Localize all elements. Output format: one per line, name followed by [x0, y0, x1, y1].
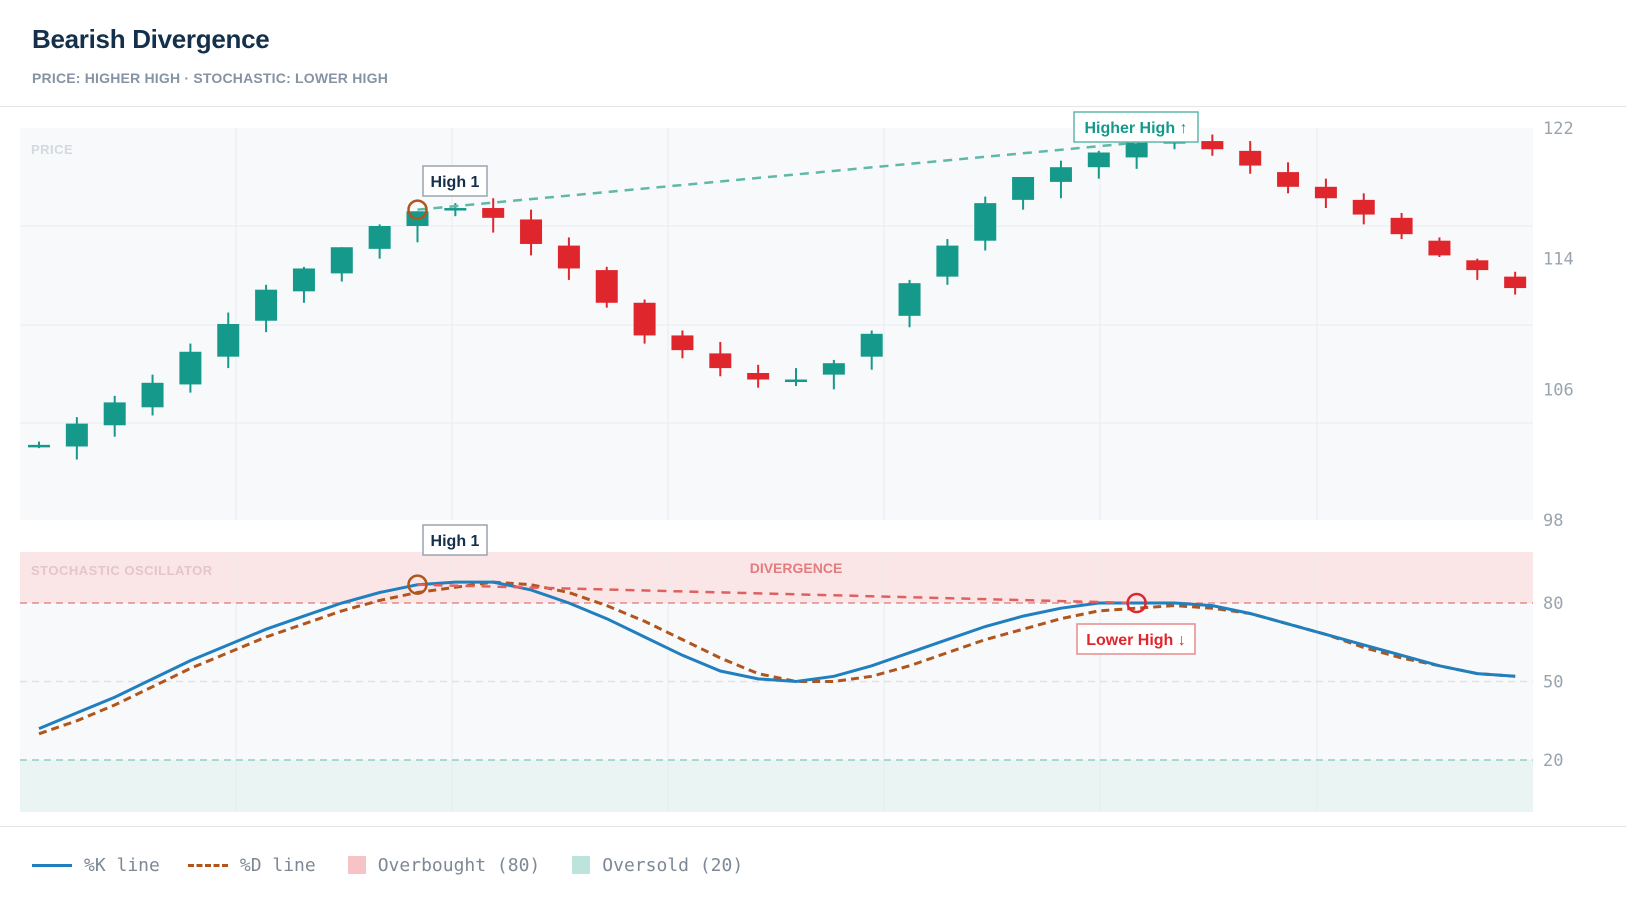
legend-d-swatch — [187, 863, 228, 867]
candle-body — [936, 245, 959, 277]
candle-body — [1314, 186, 1337, 199]
candle-body — [217, 324, 240, 357]
candle-body — [1087, 152, 1110, 168]
candle-body — [785, 379, 807, 383]
legend-oversold-swatch — [572, 856, 591, 874]
chart-canvas: PRICE 98 106 114 122 High 1 Higher High ↑ STOCH… — [20, 111, 1574, 812]
legend-k-label: %K line — [84, 854, 160, 876]
candle-body — [28, 444, 50, 448]
legend: %K line %D line Overbought (80) Oversold… — [32, 850, 771, 880]
candle-body — [671, 335, 694, 351]
candle-body — [482, 208, 505, 218]
price-tick-label: 106 — [1543, 380, 1574, 400]
legend-d-label: %D line — [239, 854, 316, 876]
price-high1-label-box — [422, 165, 488, 197]
candle-body — [65, 423, 88, 447]
price-tick-label: 98 — [1543, 511, 1563, 531]
stoch-lower-high-marker — [1126, 592, 1147, 614]
k-line — [38, 580, 1516, 730]
candle-body — [822, 363, 845, 375]
candle-body — [179, 351, 202, 385]
chart-title: Bearish Divergence — [32, 24, 270, 54]
stoch-panel-label: STOCHASTIC OSCILLATOR — [31, 563, 213, 578]
legend-divider — [0, 826, 1626, 827]
legend-overbought-label: Overbought (80) — [377, 854, 541, 876]
candle-body — [860, 333, 883, 357]
candle-body — [1466, 260, 1489, 271]
stoch-tick-label: 20 — [1543, 751, 1563, 771]
header-divider — [0, 106, 1626, 107]
candle-body — [1201, 141, 1224, 150]
legend-item-oversold: Oversold (20) — [568, 855, 743, 876]
candle-body — [1277, 172, 1300, 187]
stoch-tick-label: 80 — [1543, 594, 1563, 614]
legend-item-k: %K line — [32, 855, 160, 876]
legend-oversold-label: Oversold (20) — [602, 854, 744, 876]
stoch-trend-line — [417, 583, 1137, 605]
price-tick-label: 122 — [1543, 119, 1574, 139]
price-trend-line — [417, 141, 1137, 211]
candle-body — [1125, 142, 1148, 158]
stoch-high1-marker — [407, 574, 428, 595]
candle-body — [1352, 199, 1375, 215]
price-tick-label: 114 — [1543, 250, 1574, 270]
candle-body — [368, 226, 391, 249]
legend-item-overbought: Overbought (80) — [344, 854, 541, 876]
legend-k-swatch — [32, 863, 72, 867]
price-higher-high-label: Higher High ↑ — [1084, 120, 1187, 137]
stoch-high1-label-box — [422, 524, 488, 556]
candle-body — [898, 283, 921, 316]
candle-body — [747, 373, 770, 380]
candle-body — [633, 302, 656, 336]
stoch-lower-high-label-box — [1076, 623, 1196, 655]
price-higher-high-label-box — [1073, 111, 1199, 143]
legend-overbought-swatch — [347, 856, 366, 874]
candle-body — [1504, 276, 1527, 289]
price-panel-label: PRICE — [31, 142, 73, 157]
candle-body — [103, 402, 126, 426]
divergence-label: DIVERGENCE — [750, 560, 843, 576]
candle-body — [557, 245, 580, 269]
candle-body — [1049, 167, 1072, 182]
candle-body — [1239, 150, 1262, 166]
candle-body — [444, 208, 467, 211]
stoch-high1-label: High 1 — [431, 533, 480, 550]
candle-body — [292, 268, 315, 292]
candle-body — [1390, 217, 1413, 235]
candle-body — [595, 270, 618, 303]
chart-subtitle: PRICE: HIGHER HIGH · STOCHASTIC: LOWER H… — [32, 70, 389, 86]
oversold-zone — [20, 760, 1533, 812]
chart-header: Bearish Divergence PRICE: HIGHER HIGH · … — [0, 0, 1626, 107]
candle-body — [1428, 240, 1451, 256]
candle-body — [330, 247, 353, 274]
price-high1-label: High 1 — [431, 174, 480, 191]
price-panel-bg — [20, 128, 1533, 520]
candle-body — [520, 219, 543, 244]
price-high1-marker — [407, 199, 428, 220]
stoch-tick-label: 50 — [1543, 673, 1563, 693]
candle-body — [255, 289, 278, 321]
candle-body — [709, 353, 732, 369]
candle-body — [1012, 177, 1035, 200]
legend-item-d: %D line — [187, 854, 316, 876]
candle-body — [974, 203, 997, 241]
stoch-lower-high-label: Lower High ↓ — [1086, 632, 1186, 649]
candle-body — [141, 382, 164, 408]
